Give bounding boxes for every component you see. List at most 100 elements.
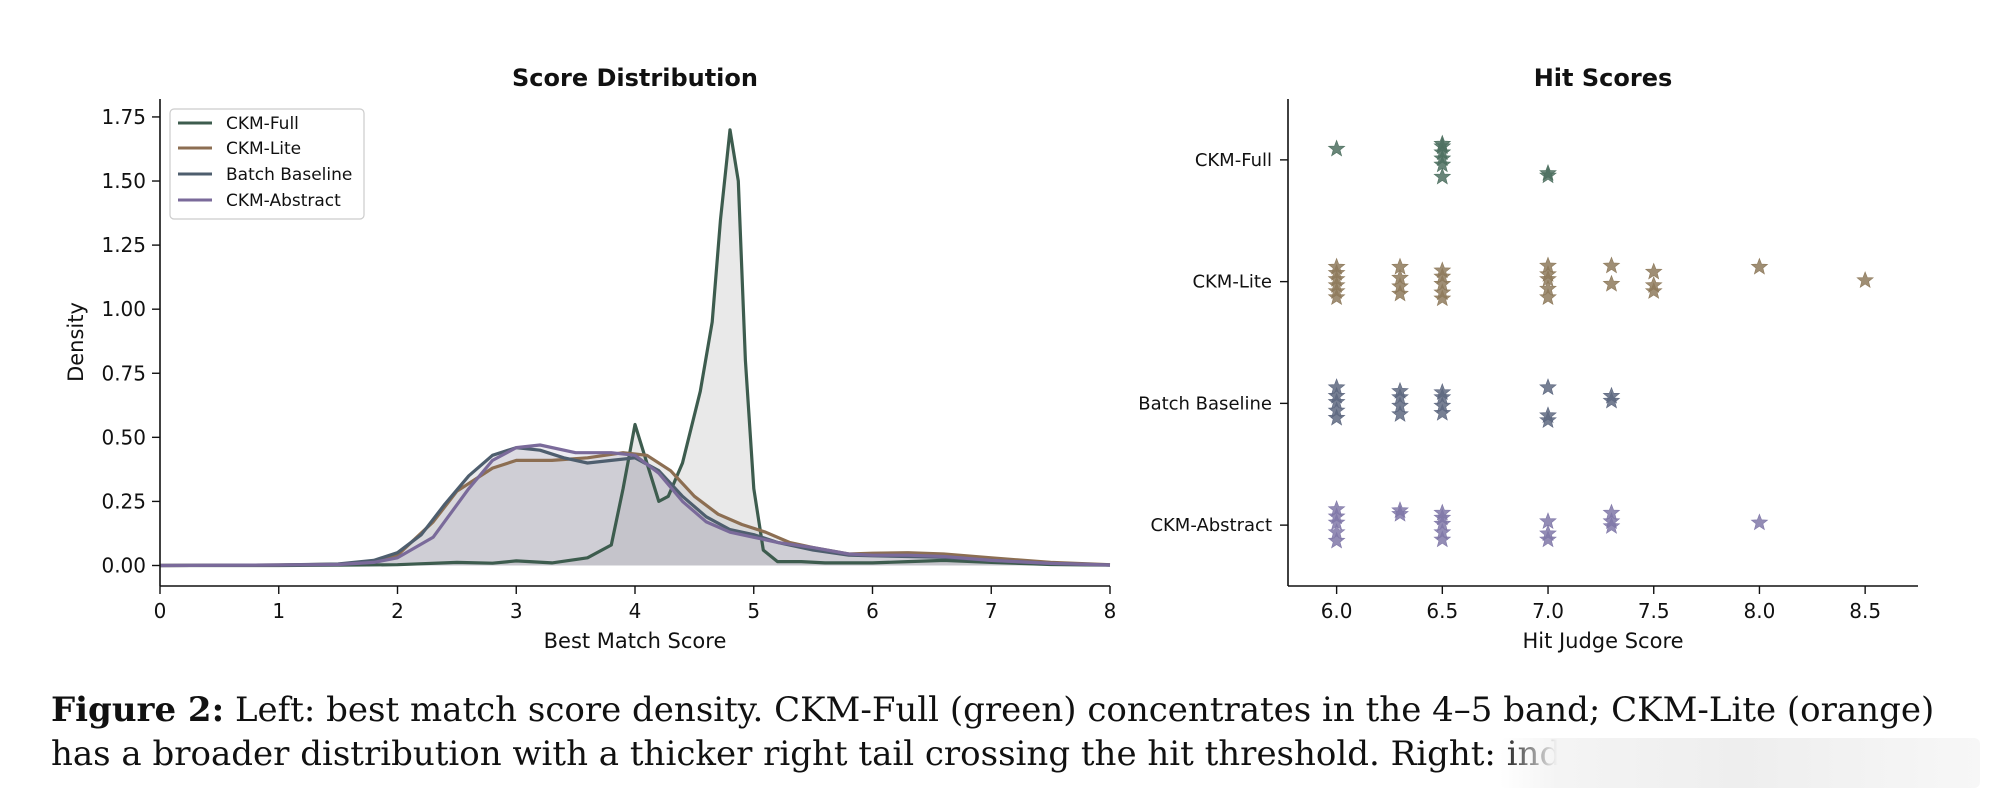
density-area-ckm-full	[160, 129, 1110, 566]
watermark-overlay	[1500, 738, 1980, 788]
star-point-batch-baseline	[1327, 378, 1346, 396]
star-point-ckm-abstract	[1539, 530, 1557, 548]
left-x-axis-label: Best Match Score	[544, 629, 727, 653]
star-point-ckm-full	[1433, 134, 1452, 152]
right-category-label: CKM-Abstract	[1150, 515, 1272, 536]
right-x-tick-label: 6.5	[1426, 599, 1458, 623]
star-point-ckm-abstract	[1327, 507, 1346, 525]
star-point-ckm-lite	[1539, 264, 1557, 282]
star-point-ckm-full	[1433, 143, 1452, 161]
star-point-ckm-lite	[1644, 282, 1663, 299]
legend: CKM-Full CKM-Lite Batch Baseline CKM-Abs…	[169, 108, 365, 220]
star-point-ckm-abstract	[1602, 516, 1621, 534]
star-point-batch-baseline	[1602, 391, 1621, 409]
density-area-batch-baseline	[160, 447, 1110, 566]
star-point-ckm-full	[1433, 167, 1452, 185]
right-chart-title: Hit Scores	[1534, 64, 1673, 92]
star-point-ckm-lite	[1391, 257, 1409, 275]
left-x-tick-label: 2	[391, 599, 404, 623]
star-point-ckm-lite	[1433, 289, 1452, 307]
star-point-ckm-lite	[1644, 275, 1663, 293]
star-point-ckm-abstract	[1750, 513, 1769, 531]
star-point-ckm-abstract	[1602, 512, 1621, 529]
star-point-batch-baseline	[1327, 401, 1346, 419]
star-point-ckm-lite	[1602, 274, 1621, 292]
star-point-batch-baseline	[1327, 392, 1346, 410]
star-point-ckm-abstract	[1539, 524, 1557, 542]
hit-score-markers	[1327, 134, 1875, 549]
left-y-tick-label: 1.25	[101, 233, 146, 257]
density-area-ckm-lite	[160, 452, 1110, 566]
right-category-label: Batch Baseline	[1138, 393, 1272, 414]
left-chart-title: Score Distribution	[512, 64, 758, 92]
legend-box	[169, 108, 365, 220]
density-areas	[160, 129, 1110, 566]
left-y-tick-label: 1.75	[101, 105, 146, 129]
star-point-ckm-lite	[1391, 268, 1409, 286]
star-point-ckm-lite	[1539, 256, 1557, 274]
star-point-ckm-lite	[1602, 256, 1621, 274]
right-x-axis-label: Hit Judge Score	[1522, 629, 1683, 653]
left-x-tick-label: 8	[1104, 599, 1117, 623]
density-area-ckm-abstract	[160, 445, 1110, 566]
star-point-ckm-lite	[1433, 283, 1452, 301]
star-point-ckm-abstract	[1327, 523, 1346, 540]
star-point-ckm-lite	[1327, 269, 1346, 287]
left-x-tick-label: 5	[747, 599, 760, 623]
star-point-ckm-abstract	[1433, 508, 1452, 526]
star-point-batch-baseline	[1391, 396, 1409, 414]
star-point-batch-baseline	[1539, 406, 1557, 424]
star-point-ckm-abstract	[1433, 514, 1452, 532]
star-point-ckm-lite	[1750, 257, 1769, 275]
score-distribution-panel: Score Distribution 0 1 2 3 4 5 6 7 8 0.00 0.25 0.5…	[64, 64, 1116, 653]
star-point-ckm-full	[1433, 149, 1452, 167]
star-point-batch-baseline	[1391, 404, 1409, 422]
left-y-tick-label: 0.25	[101, 489, 146, 513]
star-point-ckm-lite	[1539, 288, 1557, 305]
caption-label: Figure 2:	[51, 690, 225, 730]
star-point-ckm-full	[1539, 163, 1557, 181]
star-point-ckm-lite	[1539, 279, 1557, 297]
legend-label-ckm-lite: CKM-Lite	[226, 139, 301, 159]
star-point-batch-baseline	[1433, 396, 1452, 414]
star-point-ckm-abstract	[1433, 523, 1452, 540]
left-x-tick-label: 6	[866, 599, 879, 623]
left-x-tick-label: 7	[985, 599, 998, 623]
density-line-ckm-abstract	[159, 443, 1111, 568]
right-x-tick-label: 8.5	[1849, 599, 1881, 623]
star-point-ckm-abstract	[1327, 499, 1346, 517]
figure: Score Distribution 0 1 2 3 4 5 6 7 8 0.00 0.25 0.5…	[64, 64, 1918, 653]
star-point-ckm-full	[1327, 139, 1346, 157]
star-point-ckm-abstract	[1433, 530, 1452, 548]
star-point-ckm-lite	[1391, 284, 1409, 302]
left-x-tick-label: 0	[154, 599, 167, 623]
left-y-axis-label: Density	[64, 302, 88, 382]
star-point-batch-baseline	[1391, 381, 1409, 399]
left-y-tick-label: 0.50	[101, 425, 146, 449]
right-x-tick-label: 6.0	[1321, 599, 1353, 623]
star-point-ckm-lite	[1539, 269, 1557, 287]
star-point-ckm-lite	[1327, 288, 1346, 305]
star-point-ckm-lite	[1433, 274, 1452, 292]
right-x-tick-label: 7.5	[1638, 599, 1670, 623]
star-point-batch-baseline	[1433, 383, 1452, 400]
star-point-batch-baseline	[1327, 386, 1346, 404]
right-category-label: CKM-Lite	[1192, 272, 1272, 293]
right-category-ticks: CKM-Full CKM-Lite Batch Baseline CKM-Abstra…	[1138, 150, 1288, 536]
caption-text: Left: best match score density. CKM-Full…	[51, 690, 1935, 774]
left-y-tick-label: 1.50	[101, 169, 146, 193]
legend-label-ckm-full: CKM-Full	[226, 114, 299, 134]
hit-scores-panel: Hit Scores 6.0 6.5 7.0 7.5 8.0 8.5 CKM-FullCK…	[1138, 64, 1918, 653]
star-point-ckm-lite	[1433, 261, 1452, 279]
star-point-batch-baseline	[1539, 411, 1557, 428]
star-point-ckm-abstract	[1539, 512, 1557, 529]
density-line-ckm-full	[160, 128, 1111, 568]
right-x-tick-label: 7.0	[1532, 599, 1564, 623]
star-point-batch-baseline	[1602, 386, 1621, 404]
star-point-ckm-lite	[1327, 275, 1346, 293]
star-point-ckm-full	[1433, 155, 1452, 173]
star-point-ckm-lite	[1433, 267, 1452, 285]
star-point-ckm-abstract	[1602, 503, 1621, 521]
legend-label-batch-baseline: Batch Baseline	[226, 165, 352, 185]
density-lines	[159, 128, 1111, 568]
